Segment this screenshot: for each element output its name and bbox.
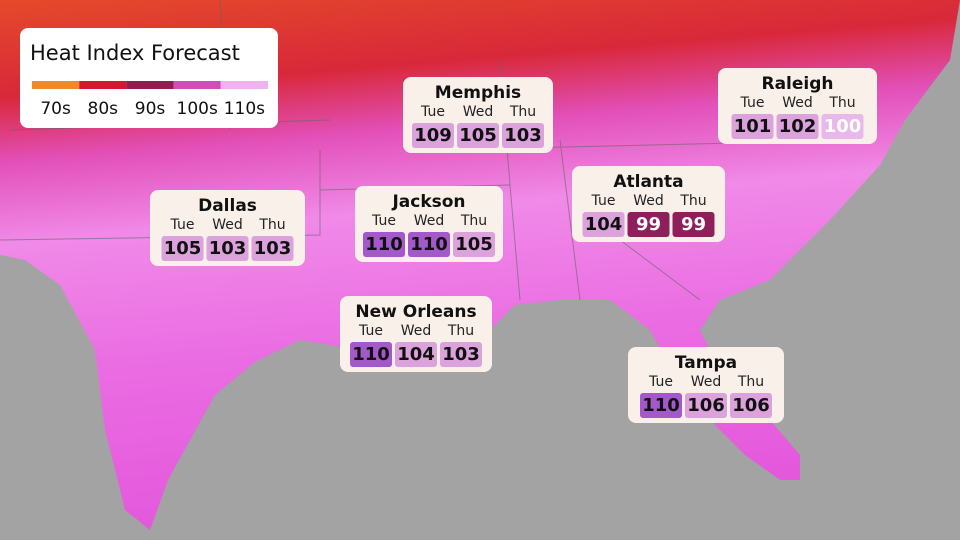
city-name: New Orleans bbox=[355, 302, 476, 322]
city-name: Memphis bbox=[435, 83, 521, 103]
value-cell bbox=[502, 123, 544, 148]
value-text: 104 bbox=[397, 344, 435, 365]
value-cell bbox=[350, 342, 392, 367]
day-label: Tue bbox=[170, 217, 195, 233]
value-text: 103 bbox=[209, 238, 247, 259]
city-name: Tampa bbox=[675, 353, 737, 373]
value-text: 101 bbox=[734, 116, 772, 137]
value-cell bbox=[408, 232, 450, 257]
day-label: Wed bbox=[401, 323, 432, 339]
city-name: Raleigh bbox=[761, 74, 833, 94]
value-text: 109 bbox=[414, 125, 452, 146]
day-label: Thu bbox=[258, 217, 285, 233]
legend-label: 110s bbox=[224, 99, 265, 119]
day-label: Thu bbox=[509, 104, 536, 120]
value-cell bbox=[206, 236, 249, 261]
day-label: Wed bbox=[691, 374, 722, 390]
value-cell bbox=[363, 232, 405, 257]
day-label: Wed bbox=[463, 104, 494, 120]
value-text: 103 bbox=[254, 238, 292, 259]
day-label: Thu bbox=[737, 374, 764, 390]
value-cell bbox=[251, 236, 294, 261]
value-text: 103 bbox=[442, 344, 480, 365]
value-text: 110 bbox=[410, 234, 448, 255]
day-label: Wed bbox=[633, 193, 664, 209]
value-cell bbox=[821, 114, 864, 139]
value-cell bbox=[582, 212, 625, 237]
legend-box bbox=[20, 28, 278, 128]
value-text: 102 bbox=[779, 116, 817, 137]
value-cell bbox=[685, 393, 727, 418]
value-cell bbox=[627, 212, 670, 237]
legend-swatch bbox=[126, 81, 174, 89]
value-cell bbox=[640, 393, 682, 418]
value-cell bbox=[453, 232, 495, 257]
day-label: Thu bbox=[460, 213, 487, 229]
value-text: 103 bbox=[504, 125, 542, 146]
day-label: Tue bbox=[740, 95, 765, 111]
value-text: 99 bbox=[636, 214, 661, 235]
value-text: 110 bbox=[352, 344, 390, 365]
value-text: 100 bbox=[824, 116, 862, 137]
legend-title: Heat Index Forecast bbox=[30, 41, 240, 65]
value-cell bbox=[457, 123, 499, 148]
value-text: 106 bbox=[687, 395, 725, 416]
value-cell bbox=[412, 123, 454, 148]
value-text: 105 bbox=[459, 125, 497, 146]
value-text: 99 bbox=[681, 214, 706, 235]
value-cell bbox=[395, 342, 437, 367]
value-text: 105 bbox=[164, 238, 202, 259]
value-cell bbox=[776, 114, 819, 139]
value-cell bbox=[731, 114, 774, 139]
value-cell bbox=[730, 393, 772, 418]
day-label: Wed bbox=[414, 213, 445, 229]
legend-label: 90s bbox=[135, 99, 166, 119]
legend-label: 80s bbox=[88, 99, 119, 119]
city-name: Atlanta bbox=[613, 172, 683, 192]
value-text: 110 bbox=[365, 234, 403, 255]
day-label: Thu bbox=[679, 193, 706, 209]
city-name: Jackson bbox=[391, 192, 465, 212]
legend-swatch bbox=[173, 81, 221, 89]
legend-label: 70s bbox=[40, 99, 71, 119]
day-label: Tue bbox=[648, 374, 673, 390]
value-text: 105 bbox=[455, 234, 493, 255]
value-cell bbox=[161, 236, 204, 261]
day-label: Tue bbox=[420, 104, 445, 120]
city-name: Dallas bbox=[198, 196, 257, 216]
day-label: Tue bbox=[371, 213, 396, 229]
day-label: Thu bbox=[447, 323, 474, 339]
value-text: 106 bbox=[732, 395, 770, 416]
legend-swatch bbox=[79, 81, 127, 89]
value-cell bbox=[672, 212, 715, 237]
legend-label: 100s bbox=[177, 99, 218, 119]
value-text: 104 bbox=[585, 214, 623, 235]
day-label: Tue bbox=[358, 323, 383, 339]
value-cell bbox=[440, 342, 482, 367]
day-label: Thu bbox=[828, 95, 855, 111]
day-label: Tue bbox=[591, 193, 616, 209]
legend-swatch bbox=[220, 81, 268, 89]
day-label: Wed bbox=[212, 217, 243, 233]
value-text: 110 bbox=[642, 395, 680, 416]
legend-swatch bbox=[32, 81, 80, 89]
day-label: Wed bbox=[782, 95, 813, 111]
